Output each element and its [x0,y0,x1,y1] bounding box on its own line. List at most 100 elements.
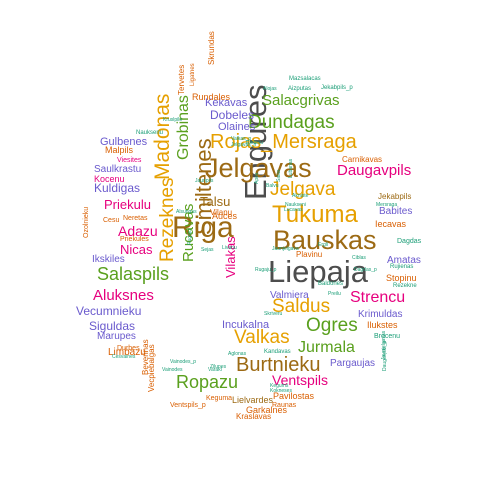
word-gulbenes: Gulbenes [100,136,148,148]
word-skrundas: Skrundas [207,31,216,65]
word-ogres: Ogres [306,315,358,336]
word-jelgava: Jelgava [270,179,336,200]
word-rojas-mersraga: Rojas_Mersraga [210,131,357,153]
word-baldones: Baldones [318,281,344,287]
word-pargaujas: Pargaujas [330,358,376,369]
word-priekulu: Priekulu [104,197,151,212]
word-riebinu: Riebinu [246,140,263,146]
word-valkas: Valkas [234,327,290,348]
word-mazsalacas: Mazsalacas [289,76,321,82]
word-jekabpils: Jekabpils [378,192,412,201]
word-kruslpils: Kruslpils [163,117,182,123]
word-salacgrivas: Salacgrivas [262,92,340,109]
word-incukalna: Incukalna [222,319,270,331]
word-preilu: Preilu [328,291,341,297]
word-apes: Apes [254,172,260,184]
word-pavilostas: Pavilostas [273,391,315,401]
word-sejas: Sejas [201,247,214,253]
word-vainodes: Vainodes [162,367,183,373]
word-jelgavas: Jelgavas [205,153,312,183]
word-jaunpils: Jaunpils [195,178,214,184]
word-liepaja: Liepaja [268,254,368,289]
word-riga: Riga [172,211,234,244]
word-krimuldas: Krimuldas [358,309,403,320]
word-ikskiles: Ikskiles [92,254,125,265]
word-kocenu: Kocenu [94,174,125,184]
word-priekules: Priekules [120,236,149,243]
word-kraslavas: Kraslavas [236,412,272,421]
word-viesites: Viesites [117,157,142,164]
word-tervetes: Tervetes [177,64,186,95]
word-tukuma: Tukuma [272,201,358,228]
word-nauksenu: Nauksenu [136,130,164,136]
word-valkas-p: Valkas_p [231,136,252,142]
word-jaunjelgava: Jaunjelgava [272,246,299,252]
word-lubanas: Lubanas [288,158,294,178]
word-ropazu: Ropazu [176,372,239,392]
word-raunas: Raunas [272,402,297,409]
word-siguldas: Siguldas [89,319,136,333]
word-marupes: Marupes [97,331,136,342]
word-rugaju: Rugaju [187,229,193,245]
word-dobeles: Dobeles [210,108,255,122]
word-olaines: Olaines [218,121,256,133]
word-varakl: Varakl [208,367,222,373]
word-iecavas: Iecavas [375,219,407,229]
word-kegums: Kegums [270,383,289,389]
word-dundagas: Dundagas [248,112,335,133]
word-salas: Salas [276,169,282,182]
word-salaspils: Salaspils [97,264,170,284]
word-akniste: Akniste [292,193,309,199]
word-dagdas-p: Dagdas_p [354,267,377,273]
word-jurmala: Jurmala [298,339,355,356]
word-rezeknes: Rezeknes [157,177,178,263]
word-adazu: Adazu [118,223,158,239]
word-durbes: Durbes [117,345,140,352]
word-vilanu: Vilanu [210,208,233,217]
word-ligatnes: Ligatnes [190,63,196,86]
word-amatas: Amatas [387,255,421,266]
word-saulkrastu: Saulkrastu [94,164,142,175]
word-vainodes-p: Vainodes_p [170,359,197,365]
word-valmiera: Valmiera [270,290,309,301]
word-rugaju-p: Rugaju_p [255,267,277,273]
word-lielvardes: Lielvardes [232,395,274,405]
word-kekavas: Kekavas [205,97,248,109]
word-vecumnieku: Vecumnieku [76,304,142,318]
word-garkalnes: Garkalnes [246,405,288,415]
word-balvu: Balvu [266,183,279,189]
word-lucavas: Lucavas [284,207,303,213]
word-brocenu: Brocenu [374,333,401,340]
word-naukseni: Naukseni [285,202,306,208]
word-aizputas: Aizputas [288,86,312,92]
word-ilukstes: Ilukstes [367,320,398,330]
word-madonas: Madonas [151,93,174,180]
word-ventspils: Ventspils [272,372,329,388]
word-rezekne: Rezekne [393,283,417,289]
word-jelgavas-n: Jelgavas_n [231,142,257,148]
word-grobinas: Grobinas [175,95,192,160]
word-nicas: Nicas [120,242,153,257]
word-kokneses: Kokneses [270,388,292,394]
word-jekabpils-p: Jekabpils_p [321,85,353,91]
word-ergli: Ergli [318,242,329,248]
word-vecpiebalgas: Vecpiebalgas [147,344,156,392]
word-alsungas: Alsungas [176,209,197,215]
word-carnikavas: Carnikavas [342,155,383,164]
word-ciblas: Ciblas [352,255,366,261]
word-stopinu: Stopinu [386,273,417,283]
word-rujienas: Rujienas [390,264,414,270]
word-neretas: Neretas [123,215,148,222]
word-malpils: Malpils [105,145,134,155]
word-cesvaines: Cesvaines [112,354,136,360]
word-kandavas: Kandavas [264,349,291,355]
word-aluksnes: Aluksnes [93,287,154,304]
word-livanu: Livanu [222,245,237,251]
word-burtnieku: Burtnieku [236,354,321,376]
word-cesu: Cesu [103,217,120,224]
word-aglonas: Aglonas [228,351,247,357]
word-ventspils-p: Ventspils_p [170,402,206,409]
word-vilakas: Vilakas [223,236,238,278]
word-rundales: Rundales [192,92,231,102]
